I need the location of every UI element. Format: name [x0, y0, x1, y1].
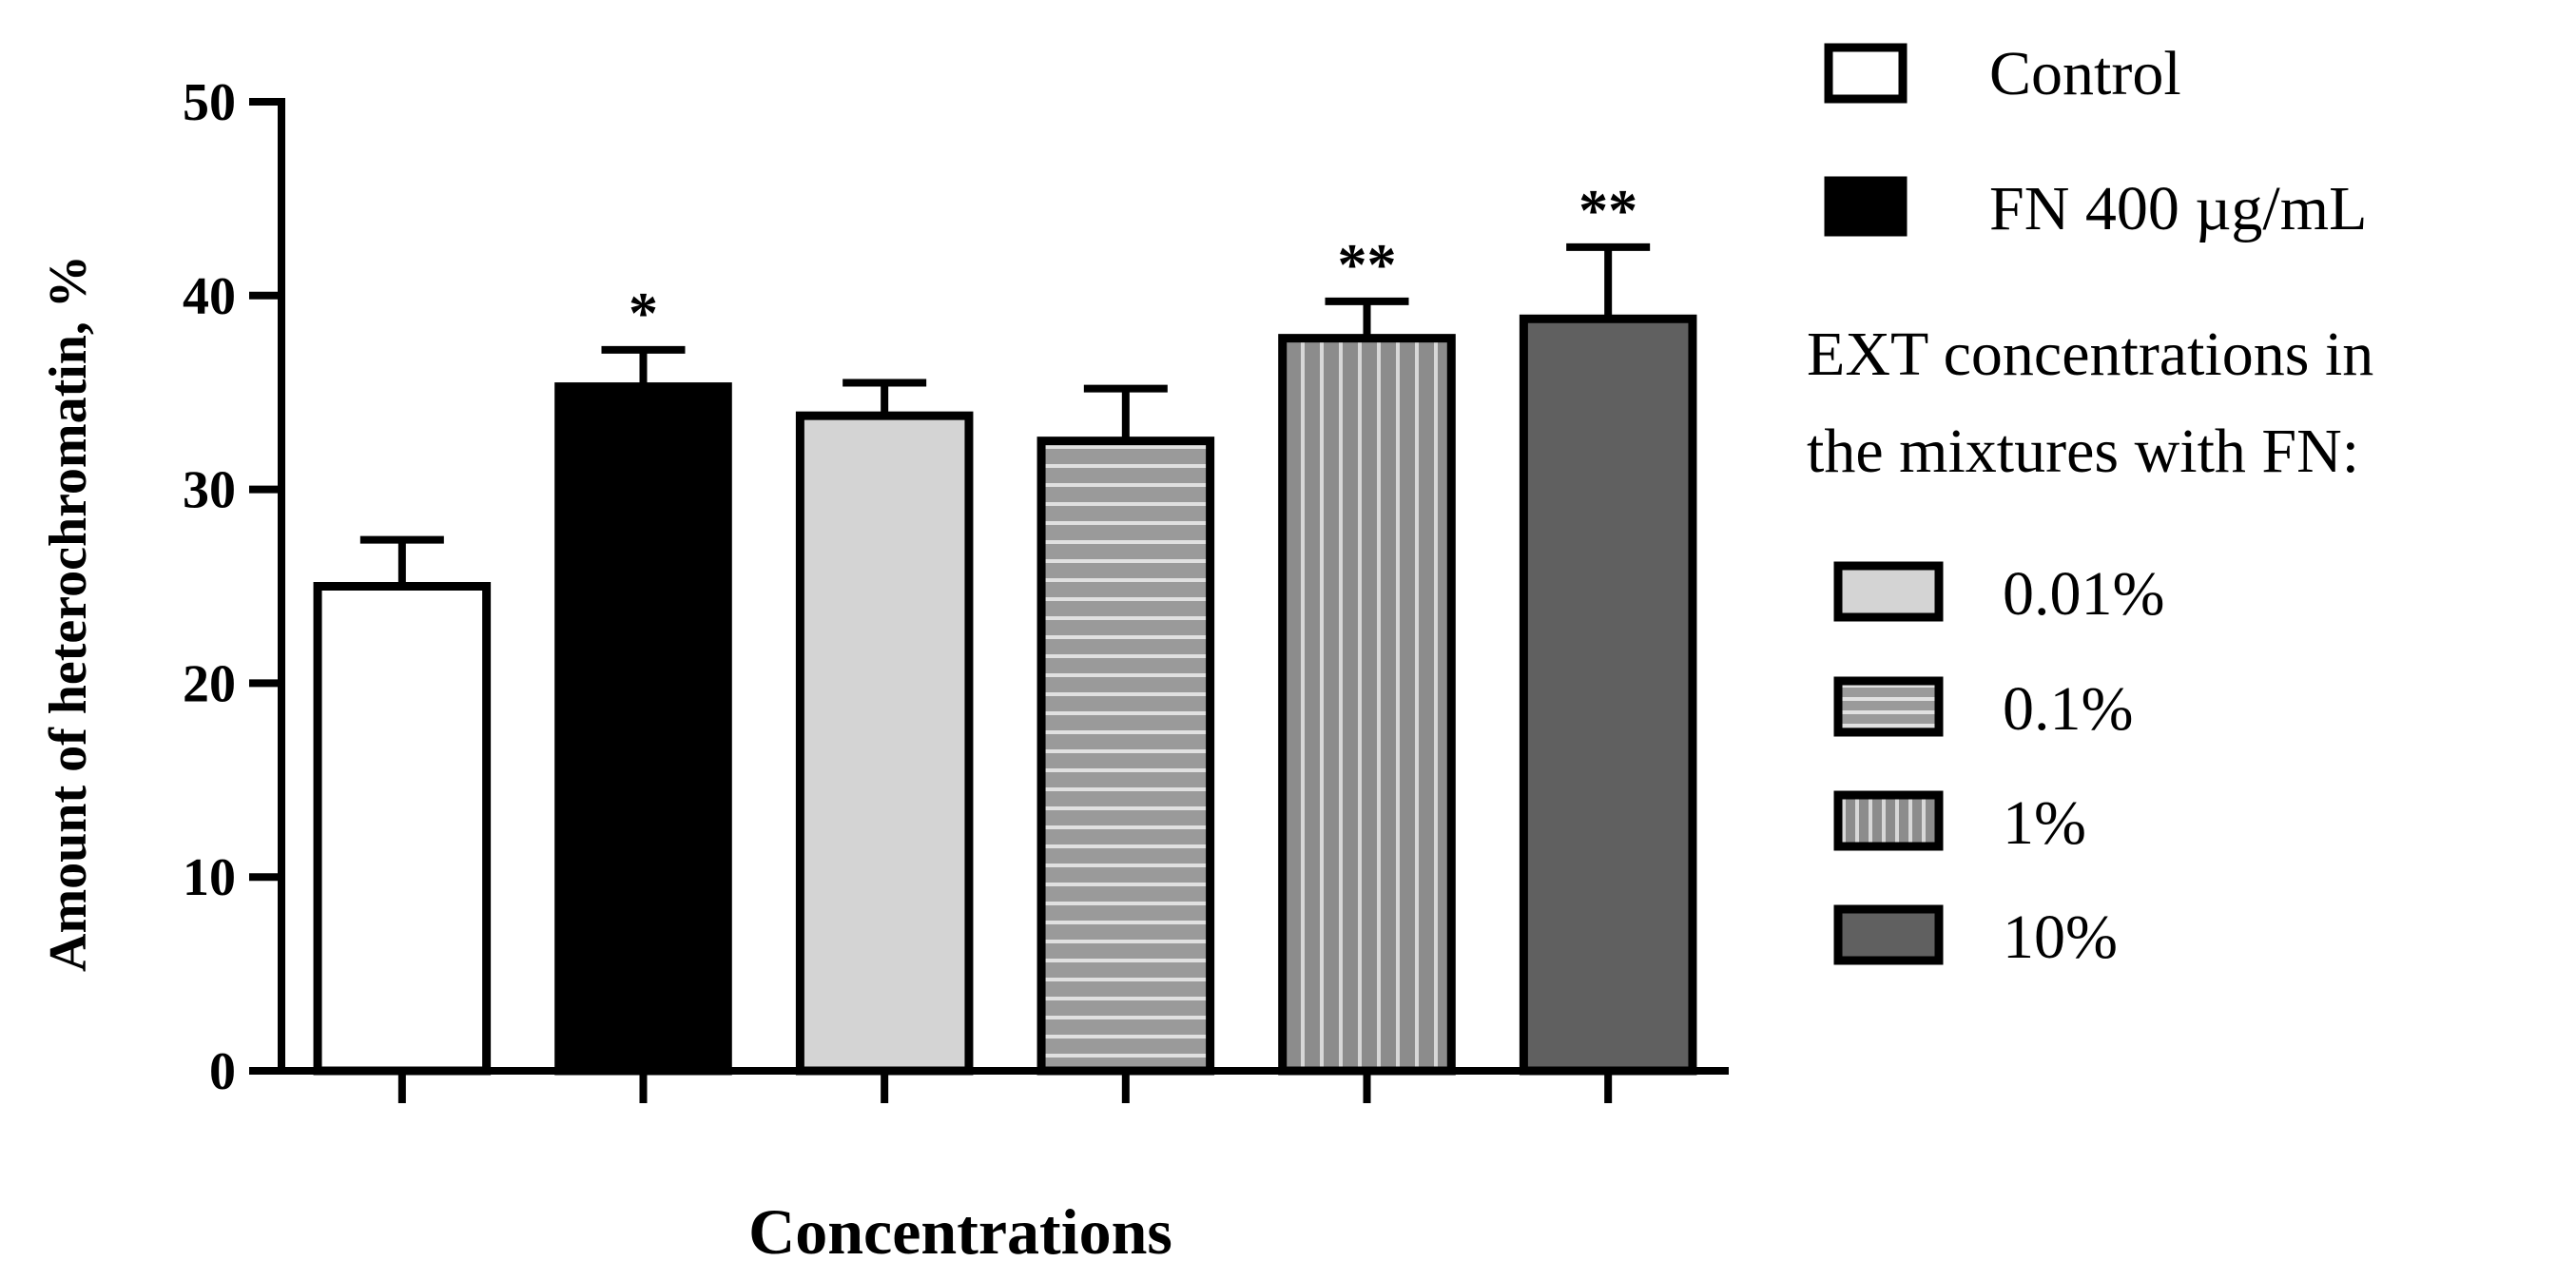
- legend-swatch-fn: [1824, 176, 1908, 237]
- legend-group-title-2: the mixtures with FN:: [1807, 417, 2359, 486]
- y-tick-label: 10: [183, 848, 236, 907]
- bars: *****: [313, 179, 1697, 1076]
- y-tick-label: 0: [209, 1042, 236, 1101]
- legend: Control FN 400 µg/mL EXT concentrations …: [1807, 39, 2373, 972]
- y-tick-label: 40: [183, 267, 236, 326]
- significance-label: **: [1338, 233, 1397, 298]
- legend-swatch-control: [1824, 43, 1908, 104]
- legend-label-1: 1%: [2003, 788, 2086, 858]
- y-axis-label: Amount of heterochromatin, %: [39, 255, 98, 972]
- x-axis-label: Concentrations: [748, 1195, 1172, 1268]
- legend-swatch-0-01: [1833, 561, 1944, 622]
- significance-label: **: [1579, 179, 1637, 243]
- legend-swatch-0-1: [1833, 676, 1944, 737]
- legend-swatch-1: [1833, 790, 1944, 851]
- legend-label-0-01: 0.01%: [2003, 559, 2164, 629]
- axes: 0 10 20 30 40 50: [183, 73, 1729, 1103]
- y-tick-label: 50: [183, 73, 236, 132]
- y-tick-label: 30: [183, 461, 236, 520]
- bar: [313, 582, 492, 1076]
- significance-label: *: [629, 281, 658, 346]
- bar: [1519, 314, 1697, 1076]
- bar: [795, 411, 974, 1076]
- bar: [1278, 334, 1456, 1076]
- legend-label-fn: FN 400 µg/mL: [1989, 174, 2367, 243]
- bar: [1036, 437, 1215, 1076]
- y-tick-label: 20: [183, 654, 236, 713]
- legend-label-0-1: 0.1%: [2003, 674, 2133, 744]
- legend-label-control: Control: [1989, 39, 2181, 108]
- legend-label-10: 10%: [2003, 903, 2118, 972]
- legend-swatch-10: [1833, 904, 1944, 965]
- legend-group-title-1: EXT concentrations in: [1807, 320, 2373, 389]
- bar: [554, 382, 732, 1076]
